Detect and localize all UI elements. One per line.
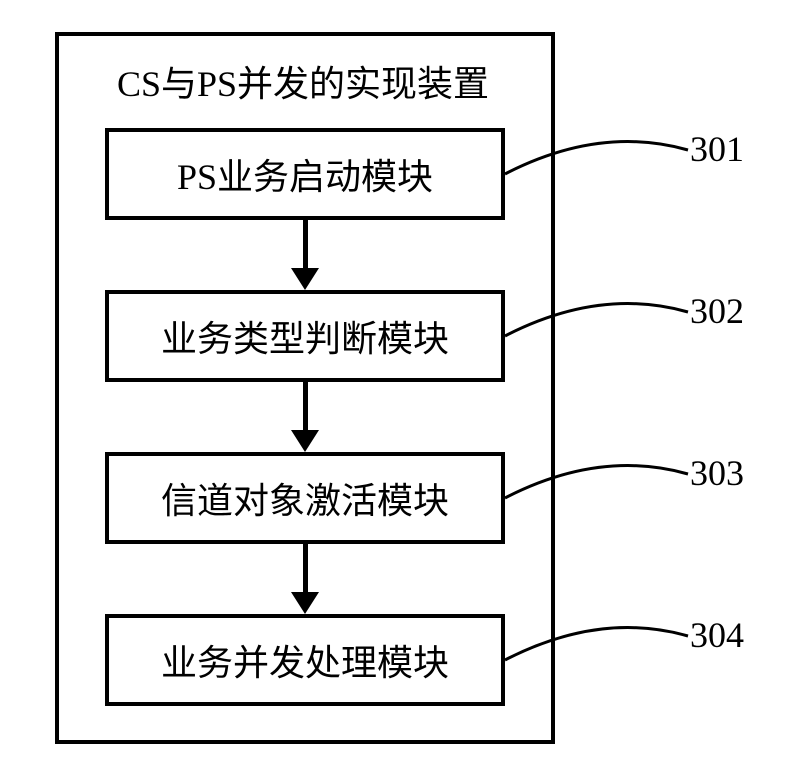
leader-path [505,628,688,660]
diagram-canvas: CS与PS并发的实现装置 PS业务启动模块 业务类型判断模块 信道对象激活模块 … [0,0,800,778]
reference-number-304: 304 [690,614,744,656]
reference-number-301: 301 [690,128,744,170]
reference-number-303: 303 [690,452,744,494]
leader-line-304 [0,0,800,778]
reference-number-302: 302 [690,290,744,332]
